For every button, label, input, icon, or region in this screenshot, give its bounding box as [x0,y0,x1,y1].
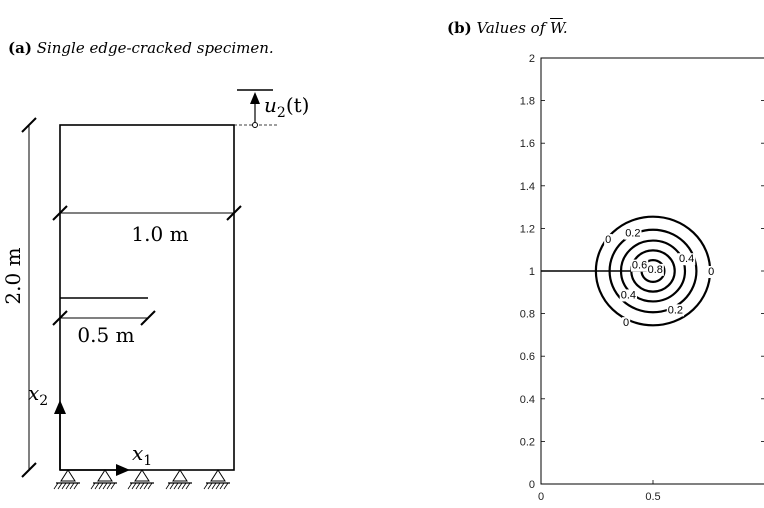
y-tick-label: 1.8 [520,96,535,108]
contour-label: 0.6 [632,260,647,272]
displacement-label: u2(t) [264,93,309,121]
x-axis: 0 0.5 [538,480,661,503]
y-tick-label: 1.6 [520,138,535,150]
caption-b-tag: (b) [447,19,472,37]
y-tick-label: 2 [529,53,535,65]
x2-arrowhead [54,400,66,414]
contour-label: 0 [605,234,611,246]
crack-length-label: 0.5 m [77,323,134,347]
y-tick-label: 0.8 [520,309,535,321]
y-tick-label: 0.4 [520,394,535,406]
contour-label: 0 [708,266,714,278]
contour-label: 0.2 [625,228,640,240]
roller-support [203,469,230,490]
contour-label: 0 [623,317,629,329]
contour-label: 0.4 [621,289,636,301]
roller-support [53,469,80,490]
crack-tick-left [52,310,68,326]
height-tick-bottom [21,462,37,478]
y-tick-label: 1 [529,266,535,278]
caption-b-pre: Values of [476,19,551,37]
contour-label: 0.2 [668,304,683,316]
displacement-arrowhead [250,92,260,104]
caption-a: (a) Single edge-cracked specimen. [8,40,278,57]
y-tick-label: 0.2 [520,436,535,448]
width-label: 1.0 m [131,222,188,246]
contour-label: 0.8 [648,264,663,276]
contour-line [619,239,687,303]
roller-support [90,469,117,490]
width-tick-left [52,205,68,221]
y-tick-label: 1.4 [520,181,535,193]
width-tick-right [226,205,242,221]
caption-a-text: Single edge-cracked specimen. [36,39,274,57]
crack-tick-right [140,310,156,326]
contour-label: 0.4 [679,253,694,265]
roller-support [165,469,192,490]
y-axis: 00.20.40.60.811.21.41.61.82 [520,53,764,491]
x1-arrowhead [116,464,130,476]
roller-supports [53,469,230,490]
caption-b: (b) Values of W. [447,20,747,37]
roller-support [127,469,154,490]
caption-b-symbol: W [550,19,563,37]
caption-b-post: . [562,19,568,37]
y-tick-label: 0.6 [520,351,535,363]
height-label: 2.0 m [1,247,25,304]
y-tick-label: 0 [529,479,535,491]
contour-labels: 0 0.2 0 0.4 0.6 0.8 0.4 0.2 0 [604,227,716,330]
caption-a-tag: (a) [8,39,32,57]
x-tick-label: 0.5 [645,491,660,503]
x-tick-label: 0 [538,491,544,503]
x1-label: x1 [132,441,152,469]
y-tick-label: 1.2 [520,223,535,235]
height-tick-top [21,117,37,133]
contour-line [608,228,698,314]
displacement-node [252,122,258,128]
x2-label: x2 [28,381,48,409]
